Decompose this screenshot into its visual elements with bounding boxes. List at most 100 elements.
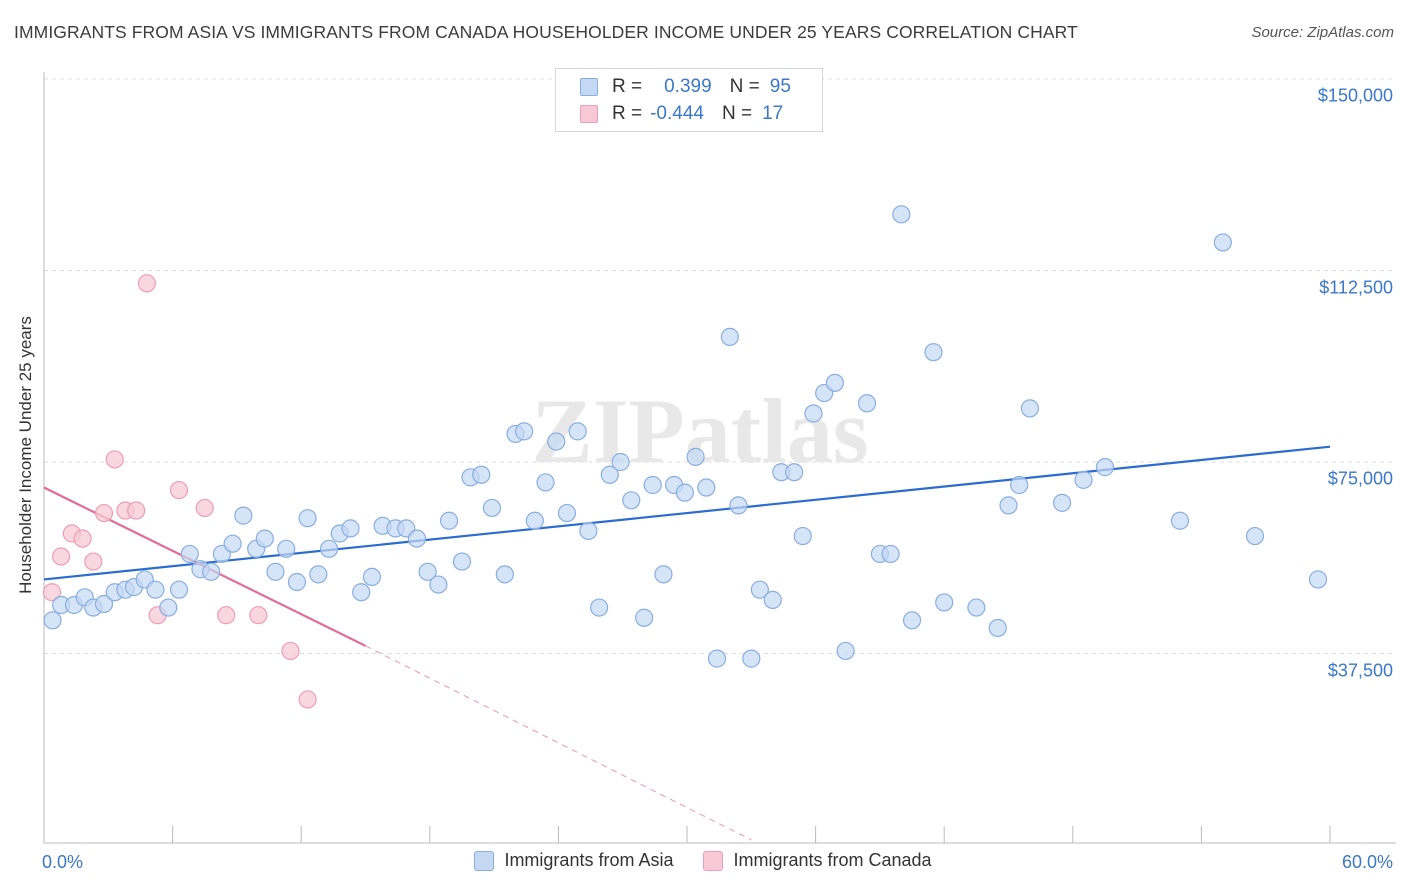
data-point-asia [1010, 475, 1029, 495]
data-point-asia [988, 618, 1007, 638]
data-point-canada [127, 501, 146, 520]
legend-item-canada[interactable]: Immigrants from Canada [703, 850, 932, 871]
data-point-asia [750, 580, 769, 599]
data-point-asia [234, 506, 253, 525]
data-point-asia [568, 422, 587, 441]
data-point-asia [707, 649, 727, 668]
data-point-asia [1095, 458, 1115, 477]
data-point-canada [169, 480, 189, 500]
data-point-asia [429, 575, 448, 594]
data-point-canada [84, 552, 103, 571]
series-asia-points [43, 205, 1328, 668]
data-point-asia [881, 544, 900, 564]
canada-swatch [580, 105, 598, 123]
data-point-asia [547, 432, 566, 451]
data-point-asia [277, 539, 296, 558]
series-canada-points [42, 274, 317, 709]
data-point-asia [536, 473, 555, 492]
data-point-asia [697, 478, 716, 497]
data-point-asia [1074, 470, 1093, 489]
data-point-asia [169, 580, 189, 599]
data-point-canada [73, 529, 92, 548]
legend-label-asia: Immigrants from Asia [504, 850, 674, 870]
data-point-asia [287, 572, 307, 592]
data-point-canada [105, 450, 124, 469]
canada-legend-swatch [703, 850, 724, 871]
data-point-asia [255, 529, 274, 548]
data-point-canada [298, 690, 317, 709]
data-point-asia [643, 475, 662, 495]
data-point-asia [452, 552, 472, 571]
r-label: R = [612, 76, 643, 97]
data-point-asia [902, 611, 922, 630]
data-point-asia [1052, 493, 1072, 512]
y-tick-label: $37,500 [1327, 660, 1393, 680]
data-point-asia [729, 496, 748, 515]
data-point-asia [579, 521, 598, 541]
data-point-canada [42, 583, 62, 602]
data-point-asia [352, 583, 371, 602]
data-point-asia [785, 463, 804, 482]
axes [43, 72, 1396, 844]
asia-legend-swatch [474, 850, 495, 871]
data-point-asia [341, 519, 360, 538]
legend-item-asia[interactable]: Immigrants from Asia [474, 850, 673, 871]
chart-title: IMMIGRANTS FROM ASIA VS IMMIGRANTS FROM … [14, 22, 1078, 42]
data-point-canada [281, 641, 300, 661]
n-label: N = [721, 103, 753, 124]
data-point-asia [482, 498, 502, 518]
n-label: N = [729, 76, 760, 97]
data-point-asia [635, 608, 654, 627]
data-point-asia [298, 509, 317, 528]
data-point-canada [137, 274, 156, 293]
data-point-asia [622, 491, 641, 510]
asia-swatch [580, 78, 598, 96]
data-point-asia [967, 598, 986, 617]
data-point-asia [804, 404, 823, 423]
data-point-asia [266, 562, 285, 581]
y-tick-label: $75,000 [1327, 468, 1393, 489]
data-point-asia [999, 496, 1018, 515]
data-point-asia [892, 205, 911, 224]
data-point-canada [195, 498, 214, 518]
data-point-asia [319, 539, 339, 558]
data-point-asia [146, 580, 165, 599]
r-value: 0.399 [664, 76, 712, 97]
legend-row-asia: R = 0.399 N = 95 [580, 74, 791, 100]
data-point-asia [686, 447, 705, 466]
data-point-asia [935, 593, 954, 612]
data-point-asia [825, 373, 844, 392]
series-legend: Immigrants from Asia Immigrants from Can… [0, 850, 1406, 871]
data-point-asia [515, 422, 534, 441]
data-point-asia [836, 641, 855, 661]
trend-line-canada-extension [365, 645, 752, 841]
n-value: 95 [769, 76, 791, 97]
source-label: Source: ZipAtlas.com [1251, 24, 1394, 41]
data-point-asia [439, 511, 459, 530]
data-point-asia [1245, 526, 1265, 546]
data-point-asia [1170, 511, 1190, 530]
data-point-asia [1213, 233, 1232, 252]
data-point-canada [217, 606, 236, 625]
r-label: R = [612, 103, 643, 124]
correlation-legend: R = 0.399 N = 95 R = -0.444 N = 17 [555, 68, 823, 132]
y-tick-label: $112,500 [1319, 277, 1393, 297]
data-point-asia [742, 649, 761, 668]
legend-row-canada: R = -0.444 N = 17 [580, 101, 783, 127]
data-point-asia [793, 526, 812, 546]
data-point-asia [1020, 399, 1040, 418]
trend-lines [43, 445, 1331, 841]
data-point-asia [675, 483, 694, 502]
data-point-asia [557, 503, 577, 523]
data-point-asia [180, 544, 199, 564]
data-point-asia [43, 611, 62, 630]
legend-label-canada: Immigrants from Canada [733, 850, 932, 870]
data-point-asia [924, 343, 943, 362]
data-point-asia [418, 562, 437, 581]
data-point-asia [159, 598, 178, 617]
data-point-canada [249, 606, 268, 625]
data-point-asia [202, 562, 221, 581]
data-point-asia [590, 598, 609, 617]
data-point-asia [309, 565, 328, 584]
data-point-asia [495, 565, 514, 584]
